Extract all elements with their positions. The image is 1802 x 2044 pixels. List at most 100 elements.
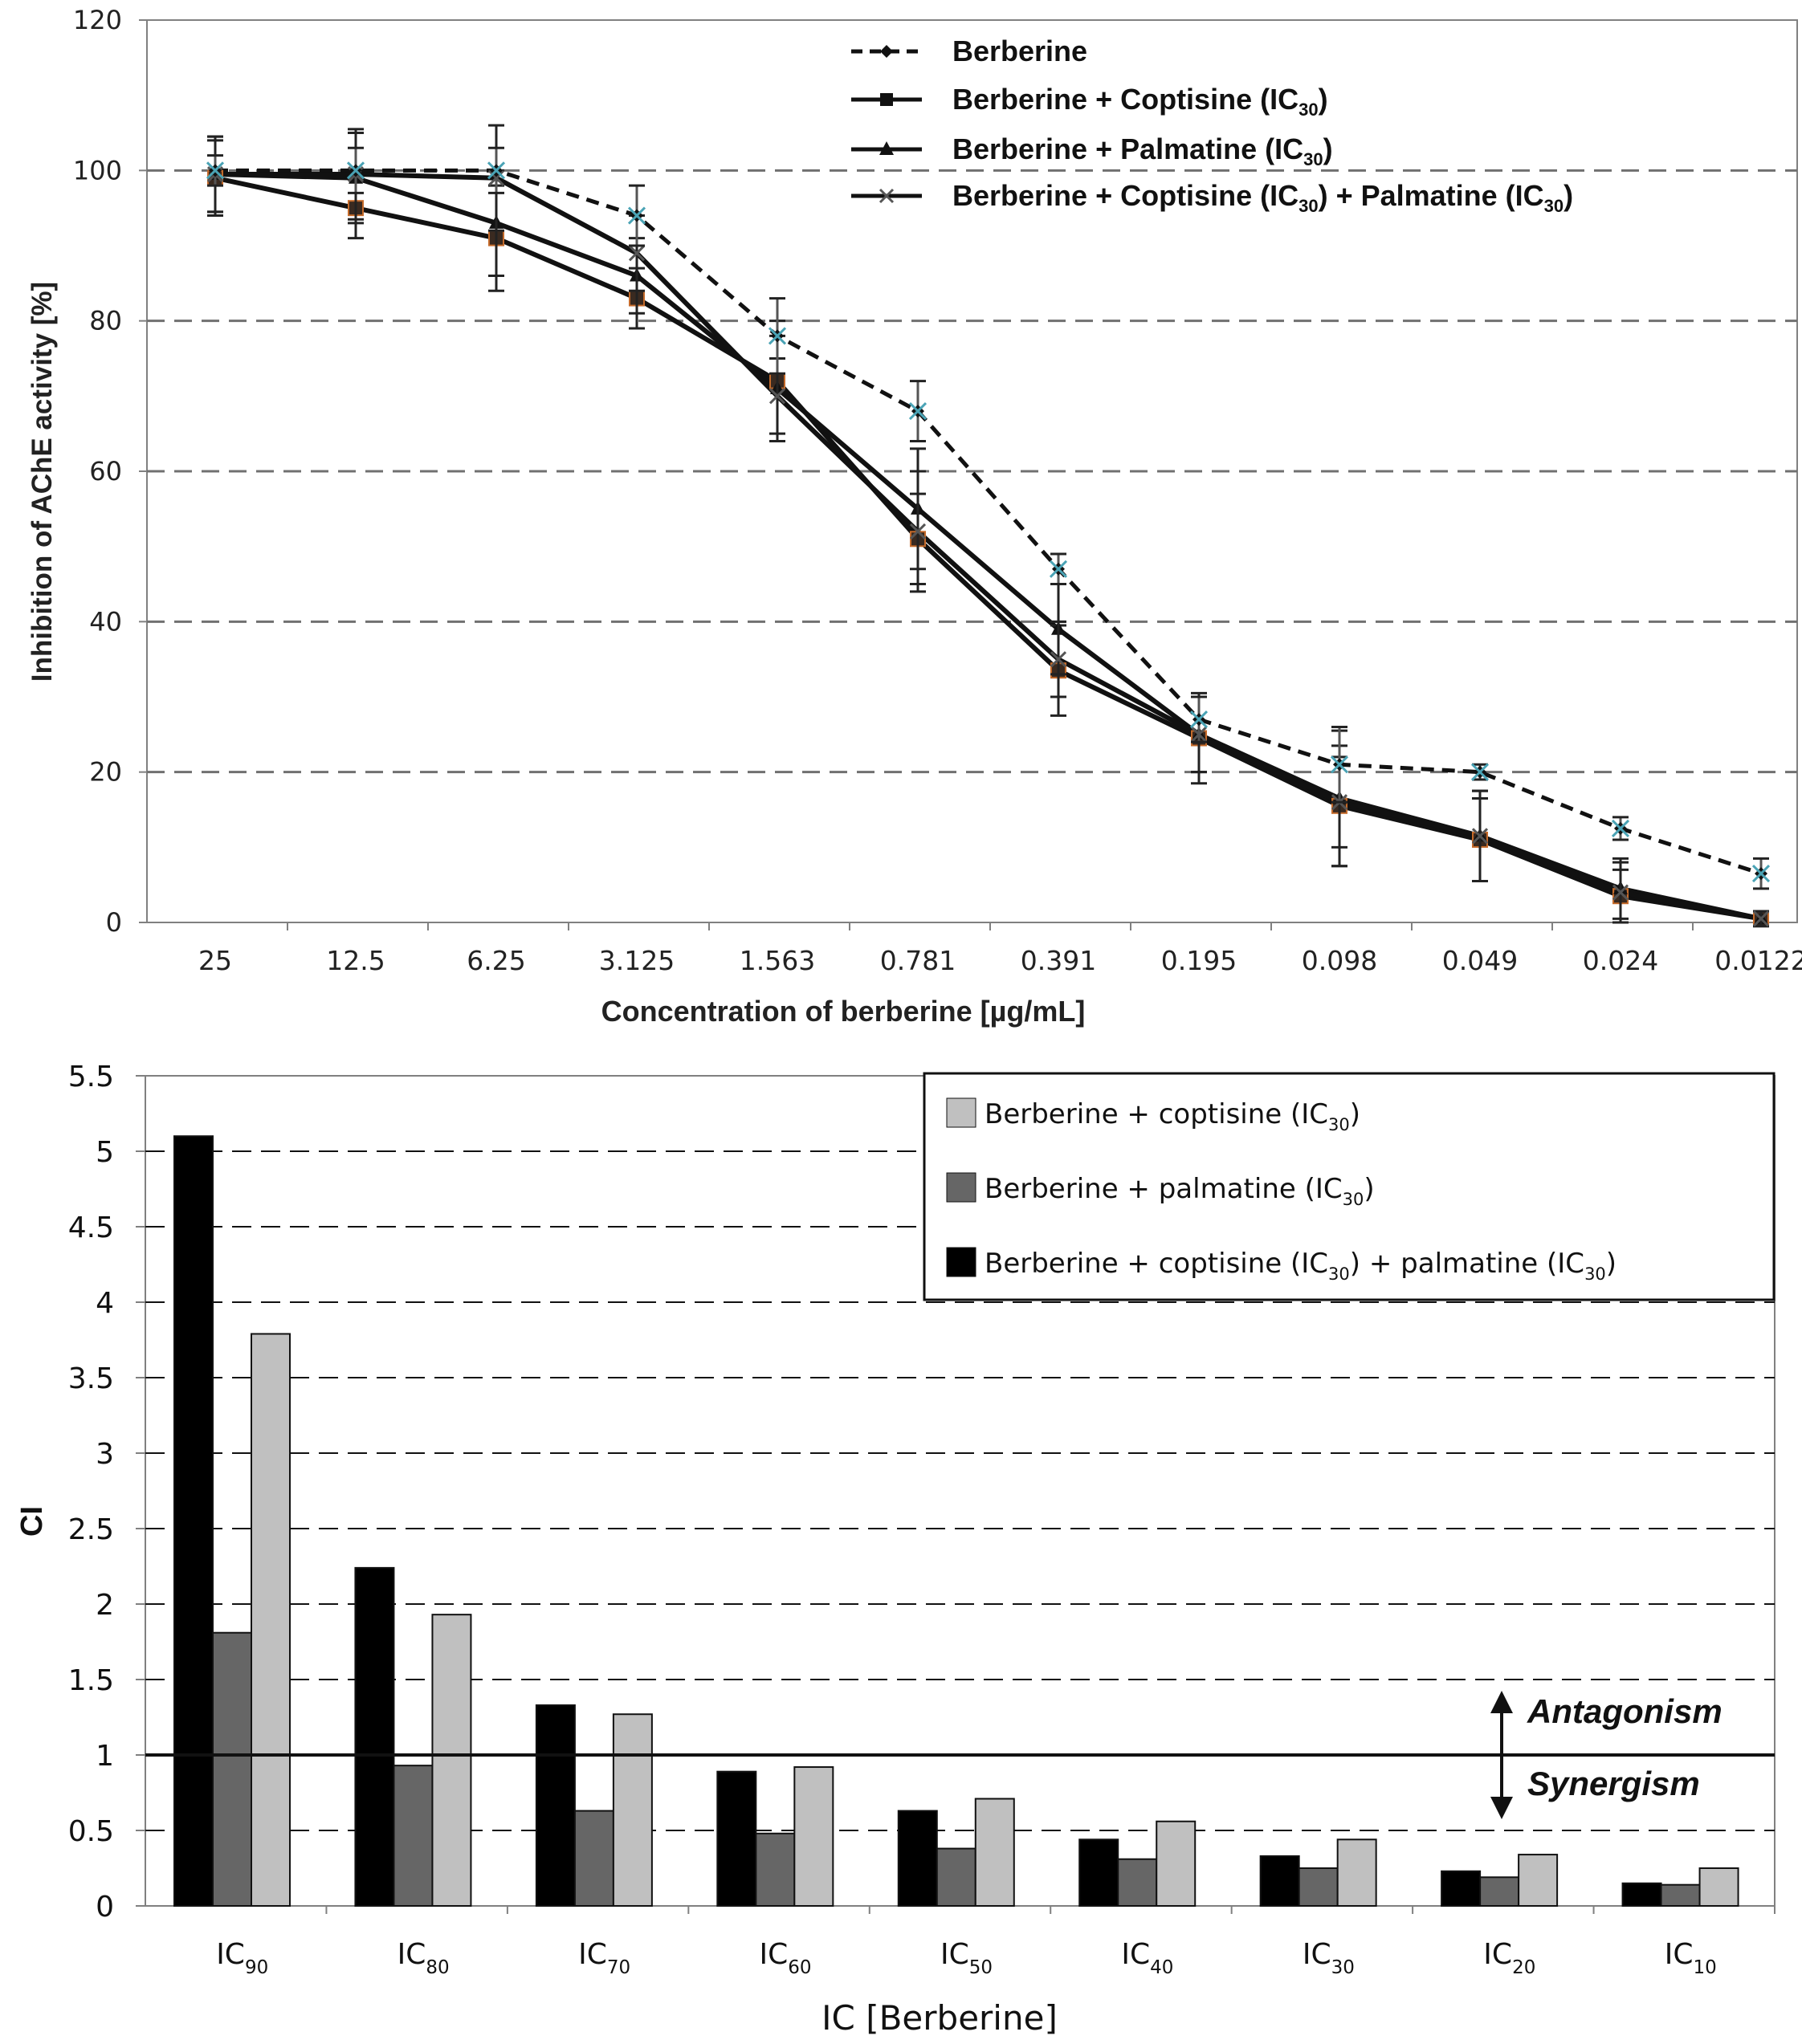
bar-chart-y-tick-label: 0.5 (68, 1815, 114, 1848)
data-point-x (1612, 884, 1629, 901)
bar-chart-y-tick-labels: 0 0.5 1 1.5 2 2.5 3 3.5 4 4.5 5 5.5 (68, 1061, 114, 1924)
bar-legend-entry-1: Berberine + palmatine (IC30) (985, 1173, 1375, 1209)
x-tick-base: IC (1121, 1938, 1150, 1971)
synergism-label: Synergism (1527, 1765, 1700, 1802)
bar-combined (173, 1135, 214, 1907)
line-chart-x-tick-label: 6.25 (467, 945, 525, 976)
data-point-x-marker (627, 206, 646, 225)
bar-chart-legend: Berberine + coptisine (IC30)Berberine + … (923, 1072, 1776, 1301)
data-point-x-marker (1049, 560, 1068, 578)
legend-entry-1-subscript: 30 (1298, 100, 1318, 120)
bar-chart-y-tick-label: 3 (96, 1438, 114, 1471)
data-point-x (628, 245, 646, 262)
line-series-3 (215, 172, 1762, 922)
x-tick-base: IC (1665, 1938, 1694, 1971)
legend-marker-square (880, 93, 893, 106)
data-point-x-marker (908, 402, 928, 421)
line-series-1 (214, 175, 1762, 922)
bar-combined (716, 1770, 757, 1907)
bar-palmatine (936, 1847, 976, 1908)
bar-chart-x-tick-label: IC80 (398, 1938, 450, 1978)
x-tick-subscript: 10 (1694, 1957, 1717, 1978)
legend-marker-diamond (880, 45, 893, 58)
bar-palmatine (1479, 1876, 1520, 1908)
line-chart-y-tick-labels: 0 20 40 60 80 100 120 (73, 5, 122, 938)
legend-marker-triangle (879, 141, 894, 155)
bar-combined (535, 1704, 576, 1907)
legend-entry-3-text: Berberine + Coptisine (IC (952, 179, 1298, 212)
bar-coptisine (793, 1766, 834, 1908)
bar-chart-x-tick-label: IC60 (760, 1938, 812, 1978)
bar-chart-x-tick-label: IC90 (216, 1938, 268, 1978)
line-chart-x-tick-label: 0.0122 (1714, 945, 1802, 976)
line-chart-x-tick-label: 0.195 (1161, 945, 1237, 976)
line-chart-x-tick-label: 0.391 (1021, 945, 1096, 976)
line-chart-y-tick-label: 0 (106, 907, 122, 938)
data-point-x-marker (487, 161, 506, 180)
bar-coptisine (431, 1614, 472, 1908)
bar-chart-y-tick-label: 4.5 (68, 1211, 114, 1244)
bar-legend-entry-1-subscript: 30 (1343, 1190, 1364, 1209)
line-chart-y-tick-label: 20 (89, 757, 122, 788)
bar-combined (1078, 1838, 1119, 1908)
line-chart: 0 20 40 60 80 100 120 25 12.5 6.25 3.125 1.563 0.78… (26, 5, 1802, 1028)
bar-coptisine (1156, 1820, 1197, 1907)
bar-chart-y-tick-label: 4 (96, 1287, 114, 1320)
legend-entry-1-text: ) (1319, 83, 1328, 116)
bar-coptisine (1518, 1854, 1559, 1908)
bar-chart-reference-line (145, 1691, 1775, 1819)
bar-chart-annotations: Antagonism Synergism (1527, 1692, 1722, 1802)
x-tick-subscript: 40 (1150, 1957, 1173, 1978)
bar-legend-entry-2-text: ) + palmatine (IC (1350, 1248, 1584, 1280)
bar-legend-entry-2-text: ) (1606, 1248, 1616, 1280)
legend-swatch-0 (946, 1097, 976, 1128)
x-tick-base: IC (940, 1938, 969, 1971)
arrow-down-head (1490, 1797, 1513, 1819)
bar-chart-x-tick-labels: IC90 IC80 IC70 IC60 IC50 IC40 IC30 IC20 IC10 (216, 1906, 1776, 1978)
bar-palmatine (212, 1631, 252, 1907)
bar-combined (1259, 1855, 1300, 1907)
bar-chart-y-tick-label: 3.5 (68, 1362, 114, 1395)
bar-chart-x-axis-label: IC [Berberine] (822, 1998, 1058, 2038)
bar-coptisine (1698, 1867, 1739, 1907)
bar-palmatine (1660, 1883, 1701, 1907)
line-chart-x-tick-label: 0.781 (880, 945, 956, 976)
bar-chart-y-tick-label: 2 (96, 1589, 114, 1622)
bar-legend-entry-0-text: ) (1350, 1098, 1360, 1130)
data-point-x-marker (1189, 711, 1209, 729)
line-chart-y-tick-label: 100 (73, 155, 122, 185)
bar-legend-entry-1-text: ) (1364, 1173, 1374, 1205)
bar-combined (354, 1566, 395, 1907)
legend-entry-2-text: Berberine + Palmatine (IC (952, 132, 1303, 165)
line-chart-x-tick-label: 3.125 (599, 945, 675, 976)
data-point-x (1050, 651, 1067, 668)
line-chart-x-tick-label: 1.563 (740, 945, 815, 976)
bar-chart-x-tick-label: IC70 (578, 1938, 630, 1978)
bar-chart-y-tick-label: 2.5 (68, 1513, 114, 1546)
line-chart-x-tick-labels: 25 12.5 6.25 3.125 1.563 0.781 0.391 0.195 0.098… (198, 922, 1802, 976)
bar-legend-entry-2: Berberine + coptisine (IC 30) + palmatine… (985, 1248, 1616, 1284)
x-tick-subscript: 70 (607, 1957, 630, 1978)
bar-legend-entry-2-text: Berberine + coptisine (IC (985, 1248, 1328, 1280)
data-point-x (1752, 910, 1770, 927)
line-chart-y-axis-label: Inhibition of AChE activity [%] (26, 282, 58, 682)
bar-combined (1621, 1882, 1662, 1908)
bar-chart: 00.511.522.533.544.555.5 IC90 IC80 IC70 IC6… (15, 1061, 1776, 2038)
bar-chart-x-tick-label: IC50 (940, 1938, 993, 1978)
bar-chart-x-tick-label: IC30 (1303, 1938, 1355, 1978)
legend-entry-1: Berberine + Coptisine (IC30) (952, 83, 1328, 120)
line-chart-x-tick-label: 0.098 (1302, 945, 1377, 976)
x-tick-subscript: 20 (1512, 1957, 1535, 1978)
x-tick-base: IC (760, 1938, 789, 1971)
antagonism-label: Antagonism (1527, 1692, 1722, 1730)
legend-swatch-1 (946, 1172, 976, 1203)
bar-chart-y-tick-label: 1 (96, 1740, 114, 1773)
x-tick-base: IC (1303, 1938, 1331, 1971)
bar-legend-box (923, 1072, 1776, 1301)
x-tick-subscript: 30 (1331, 1957, 1355, 1978)
bar-legend-entry-2-subscript: 30 (1584, 1264, 1606, 1284)
bar-coptisine (974, 1798, 1015, 1908)
legend-entry-1-text: Berberine + Coptisine (IC (952, 83, 1298, 116)
